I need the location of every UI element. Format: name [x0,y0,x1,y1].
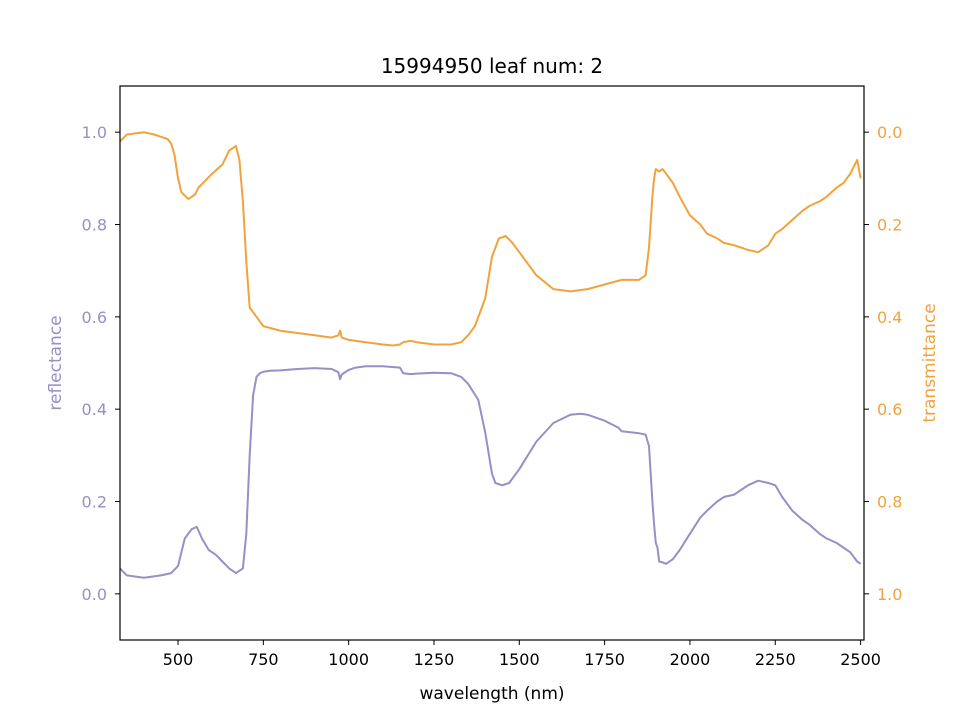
x-tick-label: 2250 [755,650,796,669]
x-tick-label: 1750 [584,650,625,669]
left-y-tick-label: 0.0 [82,585,107,604]
x-tick-label: 1250 [414,650,455,669]
left-y-tick-label: 1.0 [82,123,107,142]
left-y-axis-label: reflectance [46,315,66,410]
left-y-tick-label: 0.8 [82,216,107,235]
plot-frame [119,85,865,641]
reflectance-line [119,365,862,579]
left-y-tick-label: 0.6 [82,308,107,327]
left-y-tick-label: 0.2 [82,493,107,512]
series-group [119,131,862,579]
right-y-tick-label: 0.0 [877,123,902,142]
chart-title: 15994950 leaf num: 2 [381,54,603,78]
left-y-tick-label: 0.4 [82,400,107,419]
right-y-tick-label: 0.4 [877,308,902,327]
right-y-axis: 0.0 0.2 0.4 0.6 0.8 1.0 [864,123,902,604]
right-y-tick-label: 0.6 [877,400,902,419]
x-tick-label: 500 [163,650,194,669]
transmittance-line [119,131,862,347]
right-y-tick-label: 0.8 [877,493,902,512]
x-tick-label: 1000 [328,650,369,669]
x-tick-label: 750 [248,650,279,669]
x-axis: 500 750 1000 1250 1500 1750 2000 2250 2500 [163,640,881,669]
x-tick-label: 1500 [499,650,540,669]
right-y-tick-label: 1.0 [877,585,902,604]
x-tick-label: 2000 [670,650,711,669]
x-tick-label: 2500 [840,650,881,669]
right-y-axis-label: transmittance [920,303,940,422]
right-y-tick-label: 0.2 [877,216,902,235]
x-axis-label: wavelength (nm) [419,684,564,704]
left-y-axis: 0.0 0.2 0.4 0.6 0.8 1.0 [82,123,120,604]
